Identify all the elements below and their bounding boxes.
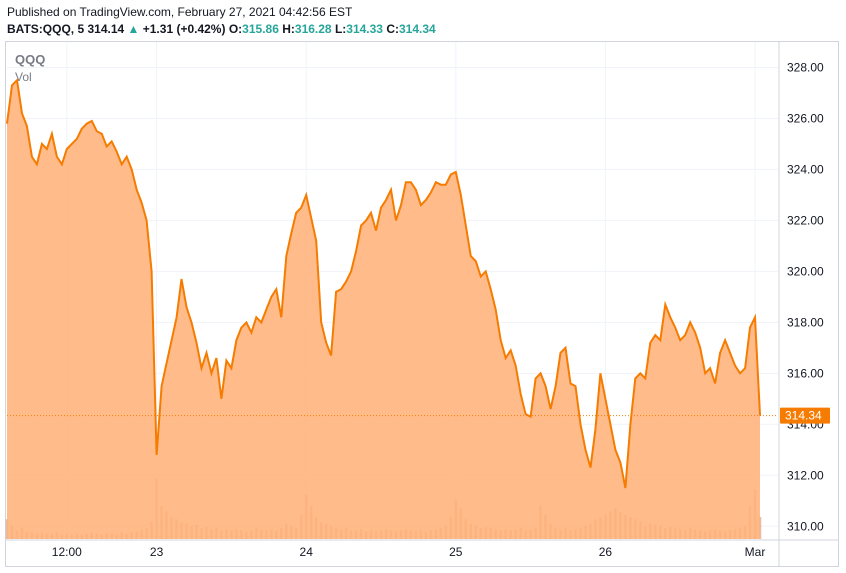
price-tick-label: 324.00 — [787, 162, 824, 176]
last-price: 314.14 — [87, 22, 125, 36]
legend-symbol: QQQ — [15, 52, 45, 67]
price-tick-label: 322.00 — [787, 213, 824, 227]
legend-volume: Vol — [15, 70, 32, 84]
price-tick-label: 320.00 — [787, 264, 824, 278]
close-value: 314.34 — [398, 22, 436, 36]
chart-frame[interactable] — [5, 41, 839, 567]
volume-bar — [758, 517, 762, 539]
price-tick-label: 312.00 — [787, 468, 824, 482]
time-tick-label: 23 — [150, 545, 164, 559]
price-tag-label: 314.34 — [785, 409, 822, 423]
open-label: O: — [228, 22, 243, 36]
time-tick-label: 24 — [300, 545, 314, 559]
change-value: +1.31 (+0.42%) — [142, 22, 226, 36]
price-area — [7, 80, 760, 539]
price-axis[interactable]: 310.00312.00314.00316.00318.00320.00322.… — [787, 61, 824, 534]
open-value: 315.86 — [242, 22, 279, 36]
price-line — [6, 78, 761, 489]
price-tag: 314.34 — [780, 407, 830, 424]
time-tick-label: 26 — [599, 545, 613, 559]
high-label: H: — [282, 22, 295, 36]
price-tick-label: 326.00 — [787, 112, 824, 126]
time-tick-label: 25 — [449, 545, 463, 559]
ohlc-bar: BATS:QQQ, 5 314.14 ▲ +1.31 (+0.42%) O:31… — [7, 22, 436, 36]
published-caption: Published on TradingView.com, February 2… — [7, 5, 353, 19]
price-tick-label: 316.00 — [787, 366, 824, 380]
price-tick-label: 318.00 — [787, 315, 824, 329]
up-triangle-icon: ▲ — [127, 22, 140, 36]
symbol-label: BATS:QQQ, 5 — [7, 22, 85, 36]
low-label: L: — [334, 22, 347, 36]
time-tick-label: Mar — [745, 545, 766, 559]
high-value: 316.28 — [294, 22, 332, 36]
time-axis[interactable]: 12:00 23 24 25 26 Mar — [52, 545, 766, 559]
low-value: 314.33 — [346, 22, 383, 36]
time-tick-label: 12:00 — [52, 545, 82, 559]
price-tick-label: 328.00 — [787, 61, 824, 75]
price-tick-label: 310.00 — [787, 519, 824, 533]
close-label: C: — [386, 22, 399, 36]
